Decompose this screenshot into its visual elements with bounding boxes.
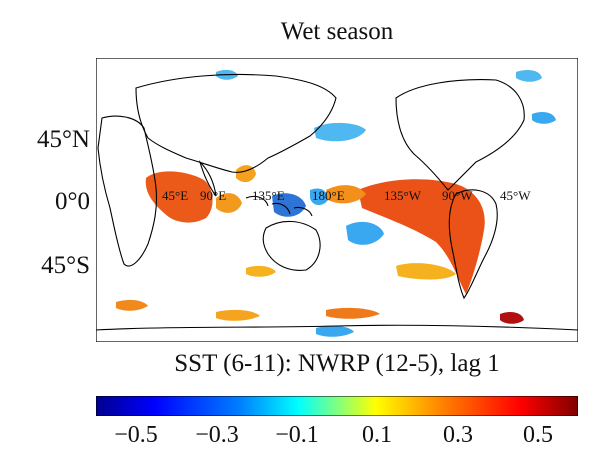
lon-label-45w: 45°W — [500, 188, 531, 203]
north-atlantic-cool-patch — [516, 70, 542, 82]
south-america-coastline — [448, 189, 498, 300]
positive-anomaly-regions — [116, 165, 524, 324]
lon-label-90e: 90°E — [200, 188, 226, 203]
correlation-map: 45°E 90°E 135°E 180°E 135°W 90°W 45°W — [96, 58, 578, 342]
south-pacific-cool-region — [346, 221, 384, 245]
lon-label-180e: 180°E — [312, 188, 345, 203]
west-pacific-cool-region — [310, 188, 328, 206]
southern-ocean-warm-patch-1 — [116, 299, 148, 311]
colorbar-tick: −0.3 — [195, 422, 239, 448]
lon-label-90w: 90°W — [442, 188, 473, 203]
colorbar-gradient — [96, 396, 578, 416]
lon-label-135e: 135°E — [252, 188, 285, 203]
coastlines — [96, 73, 578, 331]
central-pacific-warm-region — [326, 185, 366, 204]
east-pacific-warm-tongue — [358, 179, 485, 294]
colorbar-tick: 0.3 — [443, 422, 473, 448]
north-america-coastline — [395, 79, 525, 191]
southern-ocean-warm-patch-2 — [216, 309, 260, 321]
southern-ocean-warm-patch-4 — [500, 312, 524, 324]
colorbar-tick: 0.5 — [523, 422, 553, 448]
map-title: Wet season — [280, 18, 394, 45]
lat-label-equator: 0°0 — [55, 188, 90, 215]
south-indian-warm-patch — [246, 265, 276, 277]
map-subtitle: SST (6-11): NWRP (12-5), lag 1 — [174, 350, 500, 377]
indian-ocean-warm-region — [145, 171, 213, 223]
africa-coastline — [97, 115, 158, 267]
colorbar-tick: 0.1 — [362, 422, 392, 448]
eurasia-coastline — [135, 73, 337, 173]
north-pacific-cool-region — [314, 122, 366, 142]
south-pacific-warm-patch — [396, 263, 456, 280]
southern-ocean-warm-patch-3 — [326, 307, 380, 319]
longitude-labels: 45°E 90°E 135°E 180°E 135°W 90°W 45°W — [162, 188, 531, 203]
colorbar-tick: −0.1 — [275, 422, 319, 448]
atlantic-cool-patch — [532, 112, 556, 124]
antarctica-coastline — [96, 324, 578, 331]
maritime-continent-cool-region — [272, 193, 306, 217]
lat-label-45n: 45°N — [36, 126, 90, 153]
maritime-islands-coastline — [245, 195, 313, 217]
southern-ocean-cool-patch — [316, 325, 354, 337]
negative-anomaly-regions — [216, 69, 556, 337]
bay-warm-region — [216, 193, 242, 213]
india-coastline — [198, 160, 217, 197]
colorbar — [96, 396, 578, 416]
colorbar-tick: −0.5 — [114, 422, 158, 448]
lon-label-135w: 135°W — [384, 188, 422, 203]
australia-coastline — [262, 220, 321, 271]
lon-label-45e: 45°E — [162, 188, 188, 203]
lat-label-45s: 45°S — [41, 252, 90, 279]
